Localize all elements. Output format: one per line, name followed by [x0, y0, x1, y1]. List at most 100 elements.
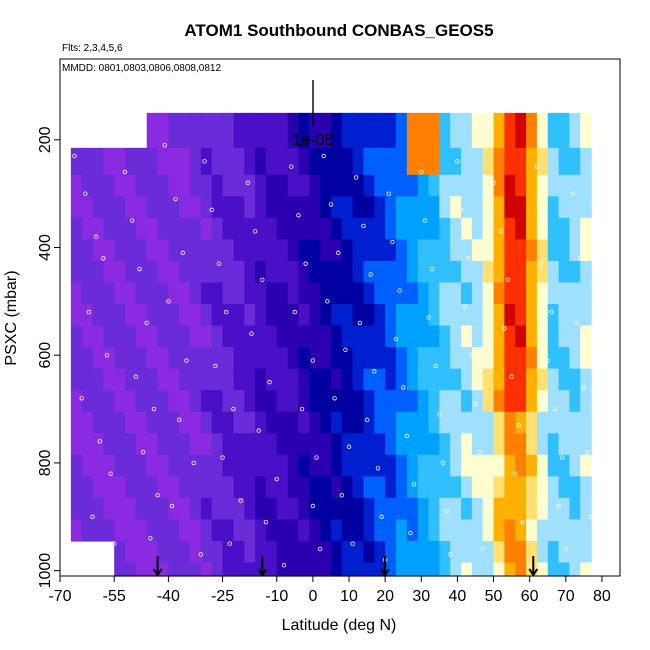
- heatmap-cell: [276, 519, 289, 542]
- heatmap-cell: [125, 147, 137, 176]
- heatmap-cell: [244, 196, 256, 219]
- heatmap-cell: [211, 454, 224, 477]
- heatmap-cell: [168, 174, 180, 197]
- heatmap-cell: [374, 282, 386, 305]
- heatmap-cell: [493, 325, 505, 348]
- heatmap-cell: [352, 476, 365, 499]
- heatmap-cell: [287, 476, 300, 499]
- heatmap-cell: [81, 174, 94, 197]
- heatmap-cell: [255, 282, 267, 305]
- sample-point: [209, 207, 214, 212]
- heatmap-cell: [482, 147, 495, 176]
- heatmap-cell: [504, 497, 516, 521]
- heatmap-cell: [385, 196, 397, 219]
- heatmap-cell: [526, 239, 538, 262]
- sample-point: [252, 229, 258, 234]
- heatmap-cell: [92, 239, 104, 262]
- heatmap-cell: [450, 368, 462, 391]
- heatmap-cell: [439, 411, 451, 434]
- heatmap-cell: [103, 282, 115, 305]
- heatmap-cell: [547, 390, 560, 413]
- heatmap-cell: [471, 454, 484, 477]
- heatmap-cell: [114, 260, 126, 284]
- sample-point: [426, 315, 431, 320]
- heatmap-cell: [157, 174, 169, 197]
- heatmap-cell: [461, 347, 473, 370]
- heatmap-cell: [320, 368, 332, 391]
- heatmap-cell: [504, 540, 516, 564]
- heatmap-cell: [482, 304, 495, 327]
- heatmap-cell: [81, 239, 94, 262]
- heatmap-cell: [233, 304, 245, 327]
- heatmap-cell: [493, 519, 505, 542]
- heatmap-cell: [211, 174, 224, 197]
- sample-point: [184, 358, 189, 363]
- heatmap-cell: [125, 174, 137, 197]
- heatmap-cell: [320, 454, 332, 477]
- heatmap-cell: [114, 368, 126, 391]
- heatmap-cell: [125, 239, 137, 262]
- heatmap-cell: [493, 347, 505, 370]
- heatmap-cell: [255, 304, 267, 327]
- sample-point: [108, 471, 113, 476]
- sample-point: [534, 164, 540, 169]
- heatmap-cell: [471, 196, 484, 219]
- heatmap-cell: [330, 368, 343, 391]
- heatmap-cell: [255, 562, 267, 577]
- heatmap-cell: [569, 411, 581, 434]
- heatmap-cell: [320, 282, 332, 305]
- heatmap-cell: [385, 497, 397, 521]
- heatmap-cell: [265, 540, 278, 564]
- heatmap-cell: [428, 217, 440, 241]
- heatmap-cell: [125, 325, 137, 348]
- heatmap-cell: [385, 540, 397, 564]
- heatmap-cell: [385, 112, 397, 149]
- heatmap-cell: [482, 282, 495, 305]
- heatmap-cell: [309, 562, 321, 577]
- heatmap-cell: [135, 497, 148, 521]
- heatmap-cell: [135, 282, 148, 305]
- heatmap-cell: [190, 325, 202, 348]
- heatmap-cell: [504, 347, 516, 370]
- heatmap-cell: [298, 239, 310, 262]
- heatmap-cell: [341, 260, 354, 284]
- heatmap-cell: [396, 368, 408, 391]
- heatmap-cell: [244, 147, 256, 176]
- heatmap-cell: [439, 304, 451, 327]
- heatmap-cell: [233, 368, 245, 391]
- heatmap-cell: [396, 454, 408, 477]
- x-tick-label: -55: [103, 588, 126, 605]
- heatmap-cell: [341, 368, 354, 391]
- heatmap-cell: [233, 347, 245, 370]
- scale-indicator: 1e-08: [293, 80, 334, 149]
- heatmap-cell: [363, 390, 375, 413]
- heatmap-cell: [515, 368, 527, 391]
- sample-point: [249, 331, 254, 336]
- heatmap-cell: [125, 562, 137, 577]
- heatmap-cell: [244, 540, 256, 564]
- heatmap-cell: [363, 433, 375, 456]
- sample-point: [372, 369, 377, 374]
- heatmap-cell: [244, 174, 256, 197]
- heatmap-cell: [580, 217, 592, 241]
- heatmap-cell: [363, 147, 375, 176]
- heatmap-cell: [396, 147, 408, 176]
- heatmap-cell: [114, 347, 126, 370]
- heatmap-cell: [569, 325, 581, 348]
- y-axis-label: PSXC (mbar): [3, 270, 20, 365]
- heatmap-cell: [233, 217, 245, 241]
- heatmap-cell: [428, 562, 440, 577]
- heatmap-cell: [363, 540, 375, 564]
- heatmap-cell: [515, 390, 527, 413]
- heatmap-cell: [190, 390, 202, 413]
- heatmap-cell: [298, 260, 310, 284]
- heatmap-cell: [374, 540, 386, 564]
- sample-point: [455, 159, 460, 164]
- sample-point: [260, 277, 265, 282]
- heatmap-cell: [114, 390, 126, 413]
- heatmap-cell: [558, 454, 571, 477]
- heatmap-cell: [114, 325, 126, 348]
- heatmap-cell: [536, 260, 549, 284]
- heatmap-cell: [536, 390, 549, 413]
- heatmap-cell: [504, 325, 516, 348]
